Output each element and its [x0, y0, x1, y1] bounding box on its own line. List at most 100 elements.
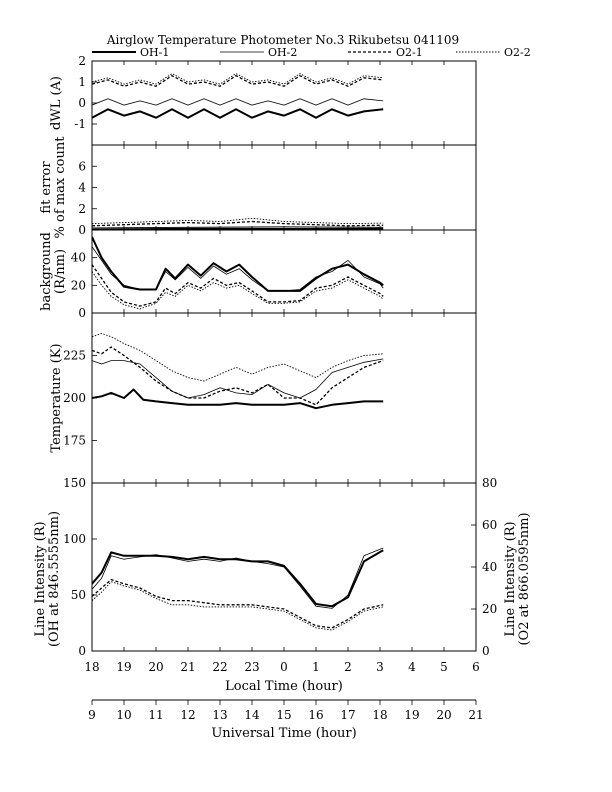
legend-entry-oh-2: OH-2 [220, 46, 297, 59]
y-tick-label: 175 [63, 434, 86, 448]
universal-time-tick-label: 19 [404, 708, 419, 722]
series-o2-2 [92, 332, 384, 382]
panel-series [92, 217, 384, 230]
y-axis-title: Temperature (K) [49, 343, 64, 452]
local-time-tick-label: 4 [408, 660, 416, 674]
universal-time-tick-label: 16 [308, 708, 323, 722]
local-time-tick-label: 19 [116, 660, 131, 674]
universal-time-tick-label: 15 [276, 708, 291, 722]
y-tick-label: 225 [63, 349, 86, 363]
universal-time-tick-label: 9 [88, 708, 96, 722]
universal-time-tick-label: 20 [436, 708, 451, 722]
panel-series [92, 332, 384, 410]
legend-label: OH-1 [140, 46, 169, 59]
universal-time-tick-label: 14 [244, 708, 260, 722]
series-o2-1 [92, 75, 384, 87]
series-oh-2 [92, 98, 384, 106]
y-tick-label: 200 [63, 391, 86, 405]
universal-time-tick-label: 18 [372, 708, 387, 722]
y-tick-label: 100 [63, 532, 86, 546]
legend-entry-oh-1: OH-1 [92, 46, 169, 59]
legend-label: O2-2 [504, 46, 531, 59]
series-o2-1 [92, 578, 384, 629]
universal-time-tick-label: 13 [212, 708, 227, 722]
y-axis-title-left: Line Intensity (R)(OH at 846.5555nm) [33, 511, 62, 647]
local-time-axis-title: Local Time (hour) [225, 679, 343, 694]
series-oh-1 [92, 108, 384, 119]
panel-dwl: -1 0 1 2 dWL (A) [49, 54, 477, 146]
panel-series [92, 236, 384, 310]
local-time-tick-label: 0 [280, 660, 288, 674]
chart-title: Airglow Temperature Photometer No.3 Riku… [106, 33, 459, 47]
local-time-tick-label: 6 [472, 660, 480, 674]
panel-frame [91, 60, 477, 146]
y-axis-title: fit error% of max count [39, 136, 68, 239]
legend-entry-o2-2: O2-2 [456, 46, 531, 59]
y-tick-label-right: 80 [482, 476, 497, 490]
series-o2-1 [92, 264, 384, 307]
series-oh-2 [92, 226, 384, 229]
y-tick-label: 0 [78, 96, 86, 110]
local-time-tick-label: 2 [344, 660, 352, 674]
universal-time-tick-label: 12 [180, 708, 195, 722]
series-oh-1 [92, 236, 384, 292]
series-oh-2 [92, 246, 384, 292]
panel-fit: 0 2 4 6 fit error% of max count [39, 136, 477, 239]
y-tick-label: -1 [74, 117, 86, 131]
legend-label: O2-1 [396, 46, 423, 59]
y-tick-label: 150 [63, 476, 86, 490]
series-o2-2 [92, 581, 384, 631]
series-o2-2 [92, 217, 384, 225]
universal-time-tick-label: 11 [148, 708, 163, 722]
universal-time-axis-title: Universal Time (hour) [211, 726, 356, 741]
y-tick-label: 0 [78, 306, 86, 320]
y-tick-label-right: 0 [482, 644, 490, 658]
y-tick-label: 2 [78, 54, 86, 68]
series-oh-1 [92, 227, 384, 230]
y-axis-title: dWL (A) [49, 76, 64, 130]
series-oh-1 [92, 549, 384, 608]
series-o2-1 [92, 346, 384, 406]
y-tick-label: 4 [78, 181, 86, 195]
panel-series [92, 547, 384, 631]
local-time-tick-label: 18 [84, 660, 99, 674]
panel-frame [91, 144, 477, 231]
legend: OH-1 OH-2 O2-1 O2-2 [92, 46, 531, 59]
y-tick-label: 40 [71, 251, 86, 265]
series-oh-1 [92, 388, 384, 410]
local-time-tick-label: 20 [148, 660, 163, 674]
y-tick-label-right: 60 [482, 518, 497, 532]
local-time-tick-label: 21 [180, 660, 195, 674]
legend-label: OH-2 [268, 46, 297, 59]
y-tick-label: 20 [71, 278, 86, 292]
y-axis-title-right: Line Intensity (R)(O2 at 866.0595nm) [503, 512, 532, 645]
local-time-tick-label: 22 [212, 660, 227, 674]
y-tick-label: 1 [78, 75, 86, 89]
y-tick-label: 50 [71, 588, 86, 602]
panel-intensity: 0 50 100 150 0 20 40 60 80 Line Intensity (R)(OH … [33, 476, 532, 658]
universal-time-tick-label: 21 [468, 708, 483, 722]
y-tick-label: 0 [78, 223, 86, 237]
local-time-tick-label: 5 [440, 660, 448, 674]
panel-series [92, 73, 384, 119]
y-tick-label: 0 [78, 644, 86, 658]
local-time-tick-label: 3 [376, 660, 384, 674]
series-oh-2 [92, 358, 384, 399]
legend-entry-o2-1: O2-1 [348, 46, 423, 59]
series-o2-1 [92, 220, 384, 227]
series-o2-2 [92, 271, 384, 310]
local-time-tick-label: 23 [244, 660, 259, 674]
y-axis-title: background(R/nm) [39, 232, 68, 311]
universal-time-tick-label: 17 [340, 708, 355, 722]
y-tick-label: 6 [78, 159, 86, 173]
y-tick-label: 2 [78, 202, 86, 216]
local-time-tick-label: 1 [312, 660, 320, 674]
series-oh-2 [92, 547, 384, 609]
universal-time-tick-label: 10 [116, 708, 131, 722]
y-tick-label-right: 20 [482, 602, 497, 616]
